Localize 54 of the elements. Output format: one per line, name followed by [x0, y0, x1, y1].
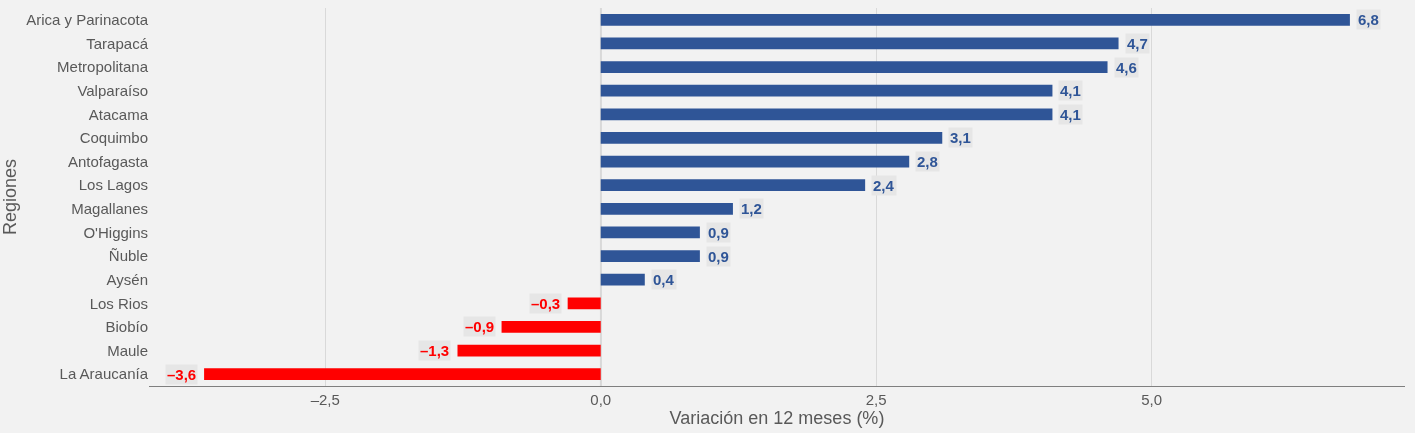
- y-tick-label: Coquimbo: [79, 129, 148, 147]
- y-axis-title: Regiones: [0, 158, 20, 236]
- y-tick-label: Aysén: [106, 270, 148, 288]
- data-label: –0,3: [531, 295, 561, 312]
- data-label: 0,9: [708, 248, 729, 265]
- bar: [600, 155, 910, 168]
- bar: [600, 132, 943, 144]
- y-tick-label: Antofagasta: [67, 152, 149, 170]
- y-tick-label: O'Higgins: [83, 223, 148, 241]
- data-label: 3,1: [950, 129, 971, 146]
- data-label: 2,4: [873, 177, 895, 194]
- bar: [567, 297, 601, 310]
- data-label: 4,1: [1060, 82, 1081, 99]
- y-tick-label: Atacama: [88, 105, 149, 123]
- bar: [600, 61, 1108, 73]
- y-tick-label: Ñuble: [108, 247, 148, 265]
- x-tick-label: 2,5: [865, 391, 887, 408]
- data-label: 6,8: [1358, 11, 1379, 28]
- y-tick-label: La Araucanía: [59, 365, 149, 383]
- x-axis-title: Variación en 12 meses (%): [669, 408, 885, 429]
- y-tick-label: Maule: [107, 341, 148, 359]
- y-tick-label: Valparaíso: [77, 81, 148, 99]
- data-label: 1,2: [741, 200, 762, 217]
- data-label: 0,9: [708, 224, 729, 241]
- y-tick-label: Biobío: [105, 318, 148, 336]
- bar: [204, 368, 601, 381]
- bar: [600, 179, 866, 192]
- data-label: 4,7: [1127, 35, 1148, 52]
- y-tick-label: Metropolitana: [57, 58, 149, 76]
- bar: [457, 344, 601, 357]
- y-tick-label: Tarapacá: [86, 34, 149, 52]
- bar: [501, 321, 601, 333]
- y-tick-label: Magallanes: [71, 200, 148, 218]
- data-label: 0,4: [653, 271, 675, 288]
- data-label: –1,3: [420, 342, 450, 359]
- y-tick-label: Arica y Parinacota: [26, 11, 149, 29]
- bar: [600, 13, 1350, 26]
- data-label: 4,1: [1060, 106, 1081, 123]
- bar: [600, 226, 700, 239]
- y-tick-label: Los Lagos: [78, 176, 148, 194]
- data-label: –3,6: [167, 366, 197, 383]
- bar: [600, 37, 1119, 50]
- bar: [600, 108, 1053, 121]
- data-label: 2,8: [917, 153, 938, 170]
- bar: [600, 250, 700, 262]
- data-label: 4,6: [1116, 59, 1137, 76]
- y-tick-label: Los Rios: [89, 294, 148, 312]
- bar: [600, 84, 1053, 97]
- bar: [600, 273, 645, 286]
- x-tick-label: 5,0: [1141, 391, 1163, 408]
- x-tick-label: 0,0: [590, 391, 612, 408]
- bar: [600, 202, 733, 215]
- data-label: –0,9: [465, 318, 495, 335]
- x-tick-label: –2,5: [310, 391, 340, 408]
